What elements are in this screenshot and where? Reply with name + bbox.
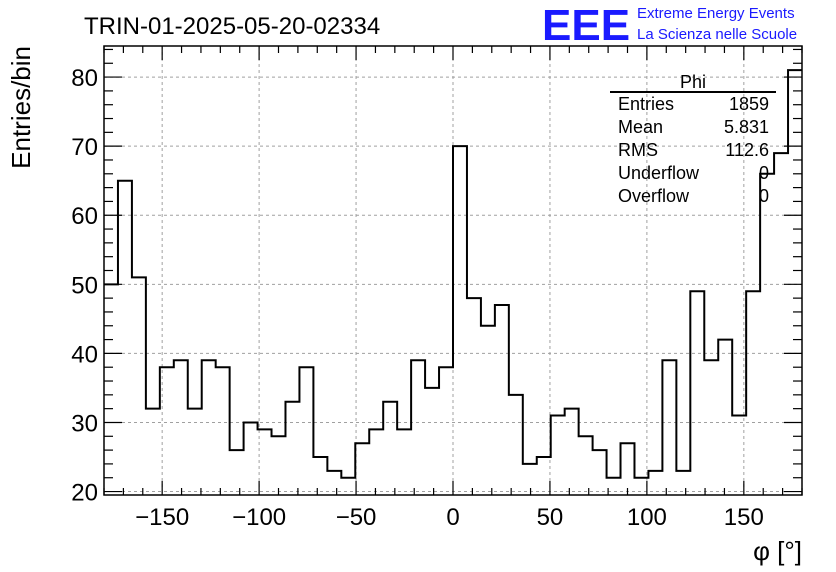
- stats-value: 5.831: [724, 117, 769, 137]
- y-tick-label: 20: [71, 480, 98, 507]
- x-tick-label: −100: [232, 504, 286, 531]
- stats-label: Underflow: [618, 163, 700, 183]
- eee-logo-mark: EEE: [542, 1, 630, 50]
- stats-box: Phi Entries 1859 Mean 5.831 RMS 112.6 Underflo…: [610, 72, 776, 206]
- y-tick-label: 70: [71, 134, 98, 161]
- chart-title: TRIN-01-2025-05-20-02334: [84, 13, 380, 40]
- stats-label: RMS: [618, 140, 658, 160]
- y-tick-label: 80: [71, 65, 98, 92]
- y-tick-label: 60: [71, 203, 98, 230]
- y-axis-label: Entries/bin: [6, 46, 36, 169]
- eee-logo: EEE Extreme Energy Events La Scienza nel…: [542, 1, 797, 50]
- histogram-line: [104, 69, 802, 479]
- x-tick-label: 100: [627, 504, 667, 531]
- histogram: [104, 69, 802, 479]
- x-tick-label: −150: [135, 504, 189, 531]
- stats-label: Mean: [618, 117, 663, 137]
- x-tick-label: 50: [537, 504, 564, 531]
- stats-value: 0: [759, 163, 769, 183]
- stats-rows: Entries 1859 Mean 5.831 RMS 112.6 Underflow 0 Ov…: [618, 94, 769, 206]
- y-tick-label: 50: [71, 272, 98, 299]
- stats-value: 1859: [729, 94, 769, 114]
- eee-logo-line1: Extreme Energy Events: [637, 5, 795, 22]
- stats-label: Entries: [618, 94, 674, 114]
- stats-label: Overflow: [618, 186, 690, 206]
- y-tick-label: 40: [71, 341, 98, 368]
- x-axis-label: φ [°]: [753, 536, 802, 566]
- x-tick-label: −50: [336, 504, 377, 531]
- x-tick-label: 150: [724, 504, 764, 531]
- x-tick-label: 0: [446, 504, 459, 531]
- y-tick-label: 30: [71, 410, 98, 437]
- stats-value: 0: [759, 186, 769, 206]
- eee-logo-line2: La Scienza nelle Scuole: [637, 26, 797, 43]
- axes: −150 −100 −50 0 50 100 150 20 30 40 50 60 70 80: [71, 45, 803, 531]
- stats-value: 112.6: [725, 140, 769, 160]
- stats-title: Phi: [680, 72, 706, 92]
